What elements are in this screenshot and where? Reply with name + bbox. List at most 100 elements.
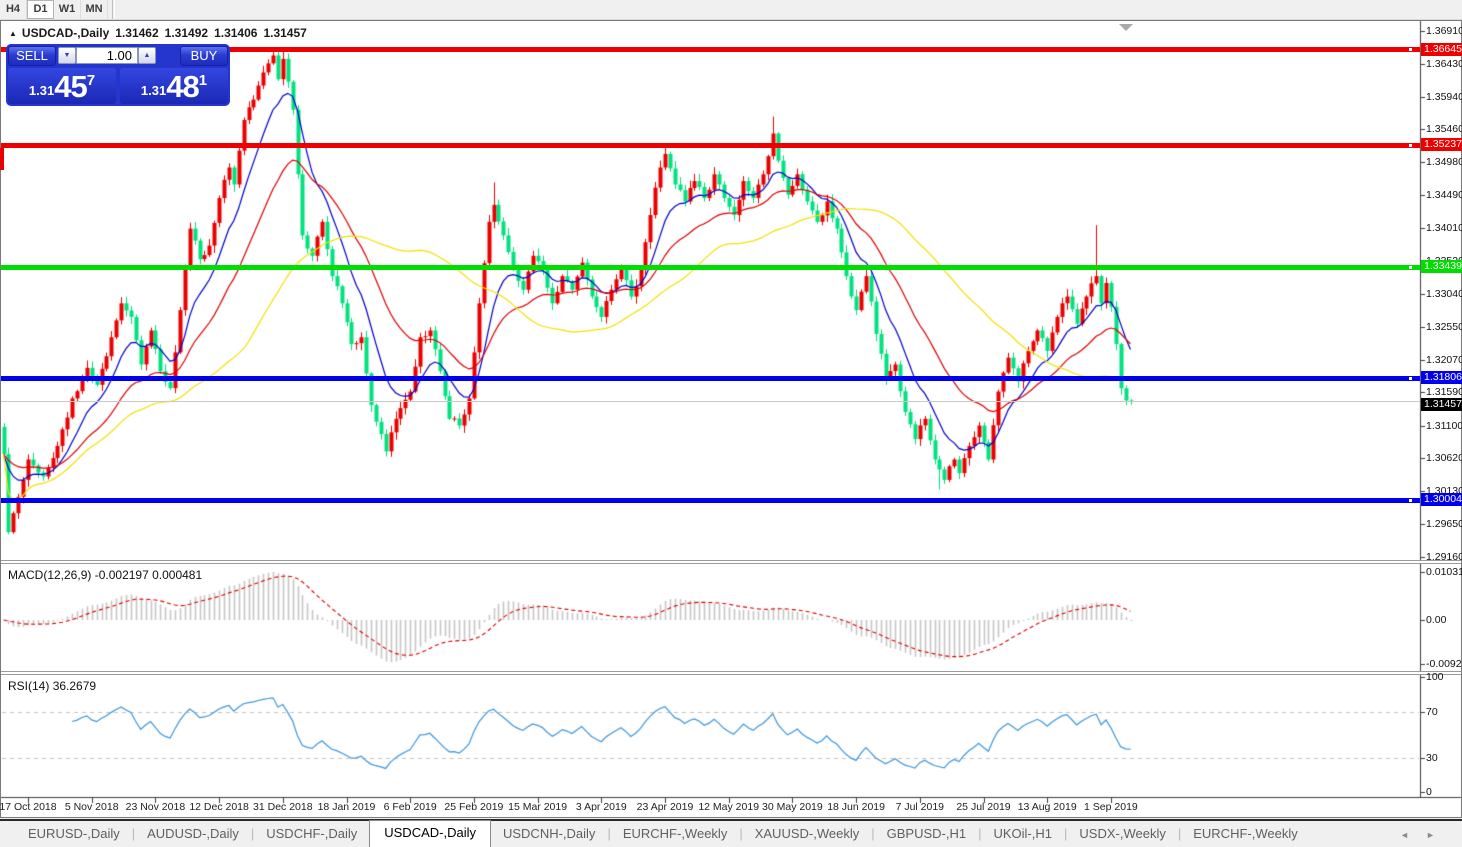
tab-usdcnh-daily[interactable]: USDCNH-,Daily (502, 826, 596, 841)
date-axis-label: 25 Feb 2019 (444, 801, 504, 813)
tab-separator: | (978, 826, 982, 841)
tab-separator: | (250, 826, 255, 841)
line-anchor-dot (1409, 265, 1412, 269)
price-tick-label: 1.32550 (1426, 321, 1462, 334)
symbol-label: USDCAD-,Daily (21, 26, 110, 40)
tab-audusd-daily[interactable]: AUDUSD-,Daily (147, 826, 239, 841)
macd-tick-label: 0.00 (1426, 614, 1447, 626)
rsi-tick-label: 100 (1426, 671, 1444, 683)
price-tick-label: 1.35940 (1426, 90, 1462, 103)
tab-gbpusd-h1[interactable]: GBPUSD-,H1 (886, 826, 967, 841)
price-tick-label: 1.36430 (1426, 57, 1462, 70)
tab-separator: | (739, 826, 743, 841)
date-axis-label: 23 Nov 2018 (125, 801, 186, 813)
date-axis-label: 7 Jul 2019 (895, 801, 945, 813)
window-collapse-icon[interactable]: ▲ (9, 29, 17, 38)
sell-price-display[interactable]: 1.31 45 7 (8, 68, 116, 104)
macd-values: -0.002197 0.000481 (94, 568, 203, 582)
timeframe-button-w1[interactable]: W1 (54, 0, 81, 19)
tab-usdcad-daily[interactable]: USDCAD-,Daily (369, 820, 491, 847)
buy-button[interactable]: BUY (180, 46, 228, 66)
tab-separator: | (871, 826, 875, 841)
price-tick-label: 1.36910 (1426, 25, 1462, 37)
tab-scroll-right-icon[interactable]: ► (1426, 830, 1435, 840)
horizontal-line-1.30004[interactable] (1, 497, 1420, 503)
line-anchor-dot (1409, 143, 1412, 147)
line-price-label: 1.31806 (1421, 371, 1462, 385)
rsi-value: 36.2679 (52, 679, 97, 693)
sell-price-pip: 7 (86, 72, 96, 89)
macd-indicator-label: MACD(12,26,9) -0.002197 0.000481 (8, 568, 202, 582)
timeframe-button-mn[interactable]: MN (81, 0, 108, 19)
price-chart-canvas[interactable] (0, 0, 1462, 818)
tab-separator: | (131, 826, 136, 841)
macd-name: MACD(12,26,9) (8, 568, 92, 582)
horizontal-line-1.31806[interactable] (1, 375, 1420, 381)
date-axis-label: 25 Jul 2019 (956, 801, 1011, 813)
date-axis-label: 3 Apr 2019 (575, 801, 627, 813)
rsi-name: RSI(14) (8, 679, 50, 693)
price-tick-label: 1.31590 (1426, 386, 1462, 399)
line-price-label: 1.35237 (1421, 138, 1462, 152)
chevron-up-icon: ▲ (143, 52, 151, 59)
date-axis-label: 13 Aug 2019 (1017, 801, 1077, 813)
date-axis-label: 5 Nov 2018 (64, 801, 119, 813)
tab-scroll-left-icon[interactable]: ◄ (1400, 830, 1409, 840)
ohlc-low: 1.31406 (214, 26, 258, 40)
sell-price-big: 45 (54, 69, 87, 104)
horizontal-line-1.33439[interactable] (1, 264, 1420, 270)
tab-eurusd-daily[interactable]: EURUSD-,Daily (28, 826, 120, 841)
line-price-label: 1.30004 (1421, 493, 1462, 507)
ohlc-high: 1.31492 (164, 26, 209, 40)
volume-increase-button[interactable]: ▲ (138, 47, 156, 64)
rsi-tick-label: 70 (1426, 705, 1438, 718)
tab-ukoil-h1[interactable]: UKOil-,H1 (993, 826, 1052, 841)
macd-tick-label: 0.010311 (1426, 565, 1462, 578)
price-tick-label: 1.29160 (1426, 551, 1462, 564)
tab-eurchf-weekly[interactable]: EURCHF-,Weekly (1193, 826, 1298, 841)
volume-decrease-button[interactable]: ▼ (58, 47, 76, 64)
date-axis-label: 12 Dec 2018 (189, 801, 249, 813)
buy-price-pip: 1 (198, 72, 208, 89)
date-axis-label: 31 Dec 2018 (253, 801, 313, 813)
tab-xauusd-weekly[interactable]: XAUUSD-,Weekly (754, 826, 860, 841)
price-tick-label: 1.34010 (1426, 221, 1462, 234)
tab-usdchf-daily[interactable]: USDCHF-,Daily (266, 826, 358, 841)
price-tick-label: 1.30620 (1426, 452, 1462, 465)
buy-price-display[interactable]: 1.31 48 1 (120, 68, 228, 104)
line-price-label: 1.33439 (1421, 260, 1462, 274)
chart-shift-marker-icon[interactable] (1119, 24, 1133, 31)
line-anchor-dot (1409, 48, 1412, 51)
horizontal-line-1.36645[interactable] (1, 47, 1420, 52)
chart-title: ▲ USDCAD-,Daily 1.31462 1.31492 1.31406 1.314… (9, 26, 307, 40)
timeframe-button-d1[interactable]: D1 (27, 0, 54, 19)
current-price-label: 1.31457 (1421, 398, 1462, 412)
panel-splitter-macd[interactable] (1, 560, 1461, 564)
macd-tick-label: -0.009203 (1426, 658, 1462, 670)
timeframe-button-h4[interactable]: H4 (0, 0, 27, 19)
tab-separator: | (607, 826, 611, 841)
date-axis-label: 30 May 2019 (762, 801, 823, 813)
price-tick-label: 1.34490 (1426, 189, 1462, 202)
panel-splitter-rsi[interactable] (1, 671, 1461, 675)
sell-button[interactable]: SELL (8, 46, 56, 66)
price-tick-label: 1.35460 (1426, 123, 1462, 136)
date-axis-label: 17 Oct 2018 (0, 801, 57, 813)
rsi-tick-label: 0 (1426, 786, 1432, 798)
ohlc-close: 1.31457 (263, 26, 307, 40)
tab-usdx-weekly[interactable]: USDX-,Weekly (1079, 826, 1166, 841)
volume-input[interactable] (76, 47, 138, 64)
left-edge-marker (0, 148, 4, 170)
date-axis-label: 18 Jan 2019 (317, 801, 376, 813)
line-price-label: 1.36645 (1421, 42, 1462, 56)
line-anchor-dot (1409, 498, 1412, 502)
tab-separator: | (1177, 826, 1182, 841)
ohlc-open: 1.31462 (115, 26, 159, 40)
horizontal-line-1.35237[interactable] (1, 142, 1420, 148)
tab-eurchf-weekly[interactable]: EURCHF-,Weekly (622, 826, 728, 841)
date-axis-label: 15 Mar 2019 (508, 801, 568, 813)
date-axis-label: 23 Apr 2019 (636, 801, 694, 813)
buy-price-prefix: 1.31 (140, 83, 167, 98)
price-tick-label: 1.29650 (1426, 518, 1462, 531)
